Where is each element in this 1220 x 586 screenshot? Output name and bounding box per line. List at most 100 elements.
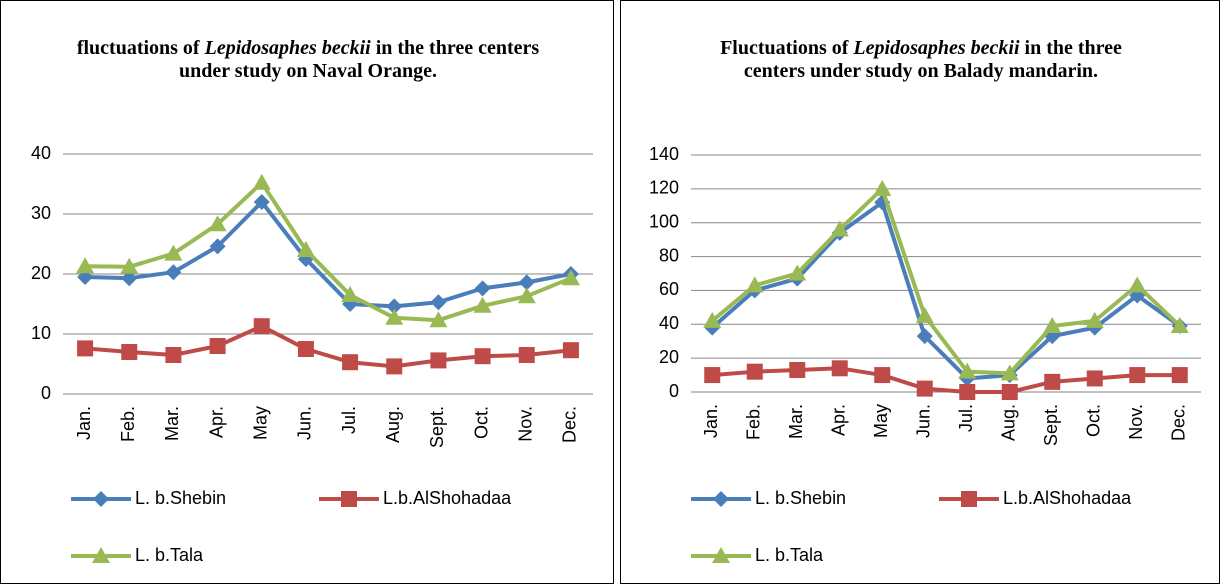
- marker: [916, 380, 933, 397]
- chart-title: fluctuations of Lepidosaphes beckii in t…: [73, 37, 543, 83]
- x-tick-label: Feb.: [118, 406, 138, 442]
- marker: [474, 280, 491, 297]
- marker: [121, 344, 138, 360]
- legend-label: L. b.Shebin: [755, 488, 846, 508]
- marker: [474, 348, 491, 365]
- title-part: Lepidosaphes beckii: [204, 37, 371, 59]
- y-tick-label: 30: [31, 203, 51, 223]
- marker: [252, 173, 271, 190]
- marker: [386, 358, 403, 375]
- marker: [341, 286, 360, 302]
- marker: [1000, 364, 1019, 381]
- y-tick-label: 20: [659, 347, 679, 367]
- marker: [253, 194, 270, 210]
- x-tick-label: Mar.: [162, 406, 182, 441]
- marker: [165, 347, 182, 363]
- x-tick-label: Apr.: [829, 404, 849, 436]
- y-tick-label: 140: [649, 144, 679, 164]
- marker: [385, 308, 404, 325]
- x-tick-label: May: [251, 406, 271, 440]
- chart-title: Fluctuations of Lepidosaphes beckii in t…: [691, 37, 1151, 83]
- marker: [164, 244, 183, 261]
- x-tick-label: Dec.: [1169, 404, 1189, 441]
- marker: [789, 361, 806, 378]
- title-part: Fluctuations of: [720, 37, 854, 59]
- marker: [1129, 367, 1146, 384]
- marker: [1085, 311, 1104, 328]
- marker: [341, 491, 357, 507]
- series-line: [712, 366, 1180, 394]
- marker: [208, 215, 227, 232]
- y-tick-label: 0: [669, 381, 679, 401]
- marker: [1128, 276, 1147, 293]
- marker: [253, 318, 270, 335]
- x-tick-label: Sept.: [427, 406, 447, 448]
- marker: [1171, 367, 1188, 384]
- marker: [430, 352, 447, 369]
- x-tick-label: Feb.: [744, 404, 764, 440]
- legend-label: L. b.Tala: [755, 545, 824, 565]
- marker: [518, 274, 535, 291]
- y-tick-label: 120: [649, 178, 679, 198]
- y-tick-label: 0: [41, 383, 51, 403]
- marker: [958, 362, 977, 379]
- x-tick-label: Mar.: [786, 404, 806, 439]
- x-tick-label: Oct.: [1084, 404, 1104, 437]
- marker: [1086, 370, 1103, 387]
- marker: [704, 367, 721, 384]
- marker: [1044, 373, 1061, 390]
- title-part: in the three centers under study on Nava…: [178, 37, 540, 82]
- marker: [76, 257, 95, 274]
- y-tick-label: 80: [659, 245, 679, 265]
- y-tick-label: 20: [31, 263, 51, 283]
- marker: [745, 276, 764, 293]
- marker: [1170, 316, 1189, 333]
- legend-label: L. b.Shebin: [135, 488, 226, 508]
- x-tick-label: Aug.: [383, 406, 403, 443]
- marker: [873, 179, 892, 196]
- marker: [874, 367, 891, 384]
- x-tick-label: Sept.: [1041, 404, 1061, 446]
- marker: [961, 491, 977, 507]
- marker: [712, 547, 730, 563]
- y-tick-label: 40: [31, 143, 51, 163]
- series-line: [84, 324, 572, 369]
- marker: [561, 269, 580, 286]
- marker: [788, 264, 807, 281]
- marker: [831, 360, 848, 377]
- marker: [165, 264, 182, 281]
- title-part: in the three centers under study on Bala…: [743, 37, 1122, 82]
- marker: [430, 294, 447, 311]
- legend-label: L.b.AlShohadaa: [383, 488, 512, 508]
- x-tick-label: Aug.: [999, 404, 1019, 441]
- x-tick-label: Jan.: [701, 404, 721, 438]
- x-tick-label: Jun.: [914, 404, 934, 438]
- marker: [915, 306, 934, 323]
- y-tick-label: 10: [31, 323, 51, 343]
- title-part: fluctuations of: [76, 37, 205, 59]
- marker: [296, 241, 315, 257]
- title-part: Lepidosaphes beckii: [853, 37, 1020, 59]
- marker: [297, 341, 314, 357]
- x-tick-label: Nov.: [516, 406, 536, 442]
- marker: [959, 384, 976, 400]
- marker: [703, 311, 722, 328]
- y-tick-label: 100: [649, 211, 679, 231]
- marker: [517, 287, 536, 304]
- x-tick-label: Jul.: [339, 406, 359, 434]
- marker: [1043, 316, 1062, 333]
- x-tick-label: Jul.: [956, 404, 976, 432]
- marker: [518, 347, 535, 363]
- chart: 0 20 40 60 80 100 120 140 Jan. Feb. Mar. Apr. May Jun…: [649, 144, 1201, 565]
- marker: [209, 338, 226, 354]
- panel: Fluctuations of Lepidosaphes beckii in t…: [620, 0, 1220, 584]
- marker: [746, 363, 763, 380]
- x-tick-label: Jun.: [295, 406, 315, 440]
- series-line: [710, 186, 1182, 376]
- marker: [473, 296, 492, 313]
- y-tick-label: 60: [659, 279, 679, 299]
- panel: fluctuations of Lepidosaphes beckii in t…: [0, 0, 614, 584]
- x-tick-label: Oct.: [471, 406, 491, 439]
- marker: [120, 257, 139, 274]
